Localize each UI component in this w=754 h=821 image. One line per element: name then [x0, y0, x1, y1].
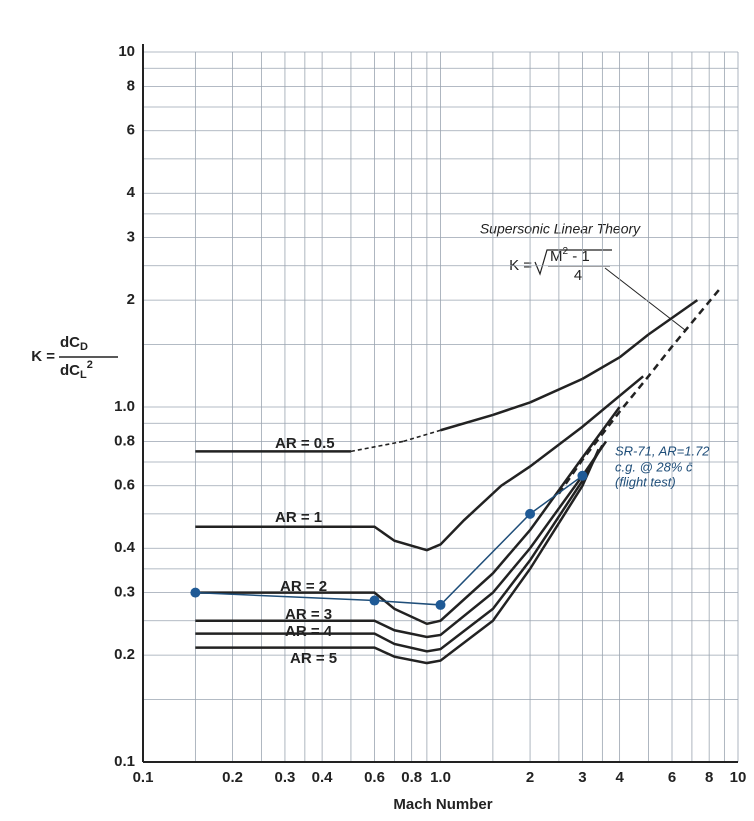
- x-tick-label: 0.6: [364, 769, 385, 786]
- y-tick-label: 0.3: [114, 584, 135, 601]
- x-axis-label: Mach Number: [393, 796, 492, 813]
- y-tick-label: 10: [118, 43, 135, 60]
- x-tick-label: 0.8: [401, 769, 422, 786]
- series-label: AR = 4: [285, 623, 333, 640]
- line-segment: [403, 429, 441, 443]
- x-tick-label: 1.0: [430, 769, 451, 786]
- arrow: [604, 267, 686, 331]
- line: [195, 475, 583, 606]
- series-label: AR = 5: [290, 650, 337, 667]
- y-tick-label: 0.2: [114, 646, 135, 663]
- y-label-den: dCL2: [60, 359, 93, 381]
- y-tick-label: 4: [127, 184, 136, 201]
- line: [195, 406, 621, 626]
- y-tick-label: 0.8: [114, 432, 135, 449]
- x-tick-label: 10: [730, 769, 747, 786]
- line-segment: [618, 333, 650, 359]
- line-segment: [440, 413, 494, 432]
- x-tick-label: 0.1: [133, 769, 154, 786]
- formula-den: 4: [574, 267, 582, 284]
- y-label-num: dCD: [60, 334, 88, 353]
- line-segment: [350, 440, 404, 453]
- line-segment: [492, 401, 531, 417]
- series-label: AR = 3: [285, 606, 332, 623]
- marker: [525, 508, 536, 519]
- y-tick-label: 2: [127, 291, 135, 308]
- y-tick-label: 0.6: [114, 477, 135, 494]
- series-label: SR-71, AR=1.72: [615, 443, 710, 458]
- line-segment: [581, 356, 621, 380]
- y-tick-label: 6: [127, 122, 135, 139]
- marker: [369, 595, 380, 606]
- line: [195, 444, 604, 653]
- grid: [142, 51, 739, 763]
- x-tick-label: 0.3: [275, 769, 296, 786]
- marker: [435, 599, 446, 610]
- sr71-note: c.g. @ 28% c̄: [615, 459, 693, 474]
- line: [195, 375, 644, 552]
- x-tick-label: 2: [526, 769, 534, 786]
- y-tick-label: 0.4: [114, 539, 136, 556]
- x-tick-label: 6: [668, 769, 676, 786]
- y-axis-label: K = dCD dCL2: [31, 334, 118, 381]
- series-label: AR = 1: [275, 509, 322, 526]
- line: [195, 448, 600, 665]
- y-tick-label: 3: [127, 229, 135, 246]
- line-segment: [529, 377, 583, 404]
- line: [195, 440, 608, 639]
- x-tick-label: 4: [615, 769, 624, 786]
- formula-num: M2 - 1: [550, 246, 590, 265]
- series-label: AR = 0.5: [275, 435, 335, 452]
- x-tick-label: 3: [578, 769, 586, 786]
- y-tick-label: 8: [127, 77, 135, 94]
- line-segment: [647, 299, 699, 336]
- x-tick-label: 0.4: [312, 769, 334, 786]
- sqrt-sign: [534, 249, 612, 276]
- line: [557, 286, 723, 495]
- y-tick-label: 0.1: [114, 753, 135, 770]
- sr71-note: (flight test): [615, 474, 676, 489]
- theory-label: Supersonic Linear Theory: [480, 221, 641, 237]
- series-label: AR = 2: [280, 578, 327, 595]
- x-tick-label: 8: [705, 769, 713, 786]
- y-tick-label: 1.0: [114, 398, 135, 415]
- marker: [190, 587, 201, 598]
- y-label-prefix: K =: [31, 348, 55, 365]
- x-tick-label: 0.2: [222, 769, 243, 786]
- marker: [577, 470, 588, 481]
